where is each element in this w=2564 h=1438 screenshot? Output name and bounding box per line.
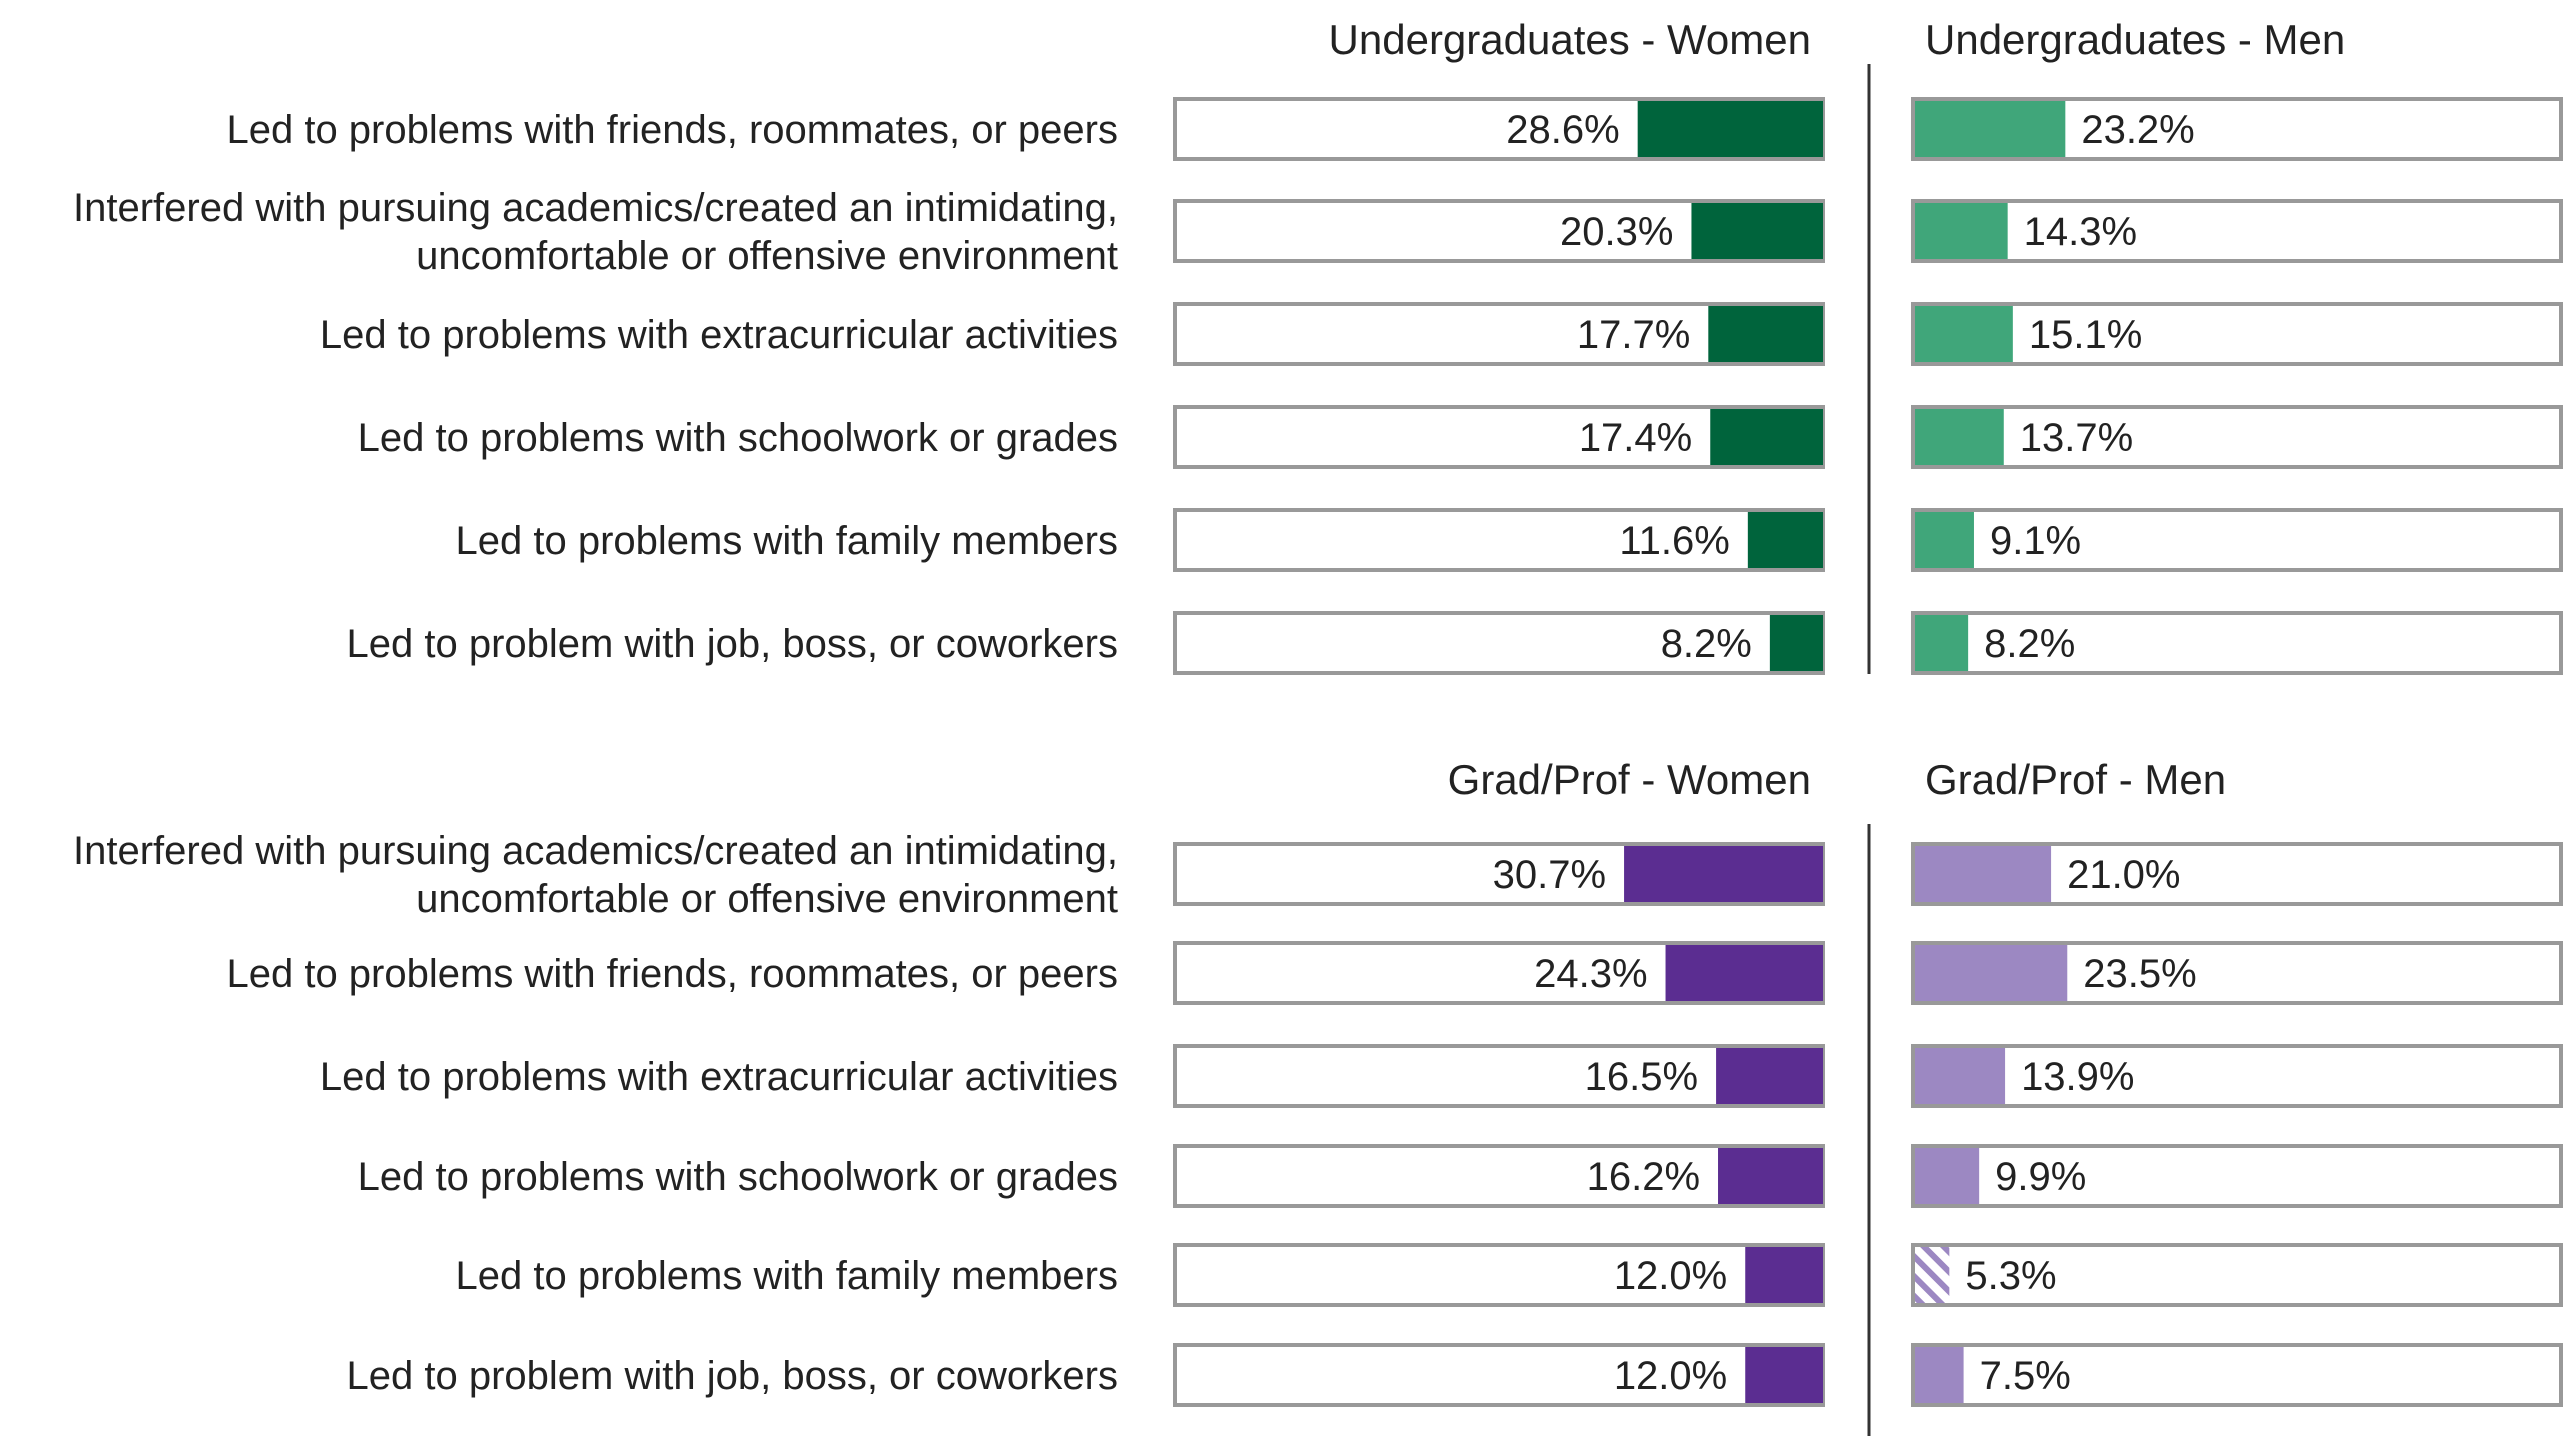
bar-women xyxy=(1708,306,1823,362)
data-label-women: 16.2% xyxy=(1587,1155,1700,1199)
category-label: Led to problems with family members xyxy=(456,1254,1118,1298)
bar-track-men xyxy=(1911,1343,2563,1407)
data-label-women: 20.3% xyxy=(1560,210,1673,254)
bar-men xyxy=(1915,945,2068,1001)
data-label-men: 5.3% xyxy=(1965,1254,2056,1298)
category-label: uncomfortable or offensive environment xyxy=(416,877,1118,921)
bar-track-women xyxy=(1173,1144,1825,1208)
data-label-women: 30.7% xyxy=(1493,853,1606,897)
bar-men-hatched xyxy=(1915,1247,1950,1303)
bar-track-women xyxy=(1173,1044,1825,1108)
data-label-women: 12.0% xyxy=(1614,1254,1727,1298)
data-label-women: 16.5% xyxy=(1585,1055,1698,1099)
category-label: Led to problems with schoolwork or grade… xyxy=(358,416,1118,460)
data-label-women: 28.6% xyxy=(1506,108,1619,152)
bar-track-men xyxy=(1911,199,2563,263)
data-label-men: 15.1% xyxy=(2029,313,2142,357)
bar-track-women xyxy=(1173,1343,1825,1407)
category-label: Led to problem with job, boss, or cowork… xyxy=(347,1354,1118,1398)
data-label-men: 14.3% xyxy=(2024,210,2137,254)
bar-track-men xyxy=(1911,1144,2563,1208)
data-label-men: 21.0% xyxy=(2067,853,2180,897)
bar-women xyxy=(1691,203,1823,259)
bar-women xyxy=(1624,846,1823,902)
bar-track-men xyxy=(1911,1243,2563,1307)
data-label-men: 23.5% xyxy=(2083,952,2196,996)
bar-women xyxy=(1747,512,1823,568)
bar-women xyxy=(1769,615,1823,671)
category-label: uncomfortable or offensive environment xyxy=(416,234,1118,278)
bar-women xyxy=(1665,945,1823,1001)
bar-track-men xyxy=(1911,1044,2563,1108)
data-label-women: 12.0% xyxy=(1614,1354,1727,1398)
category-label: Interfered with pursuing academics/creat… xyxy=(73,186,1118,230)
category-label: Led to problems with friends, roommates,… xyxy=(226,952,1118,996)
bar-men xyxy=(1915,615,1969,671)
category-label: Led to problems with schoolwork or grade… xyxy=(358,1155,1118,1199)
bar-track-women xyxy=(1173,611,1825,675)
data-label-men: 9.9% xyxy=(1995,1155,2086,1199)
category-label: Led to problem with job, boss, or cowork… xyxy=(347,622,1118,666)
bar-men xyxy=(1915,1048,2006,1104)
bar-men xyxy=(1915,306,2013,362)
data-label-men: 7.5% xyxy=(1980,1354,2071,1398)
bar-women xyxy=(1710,409,1823,465)
data-label-women: 17.7% xyxy=(1577,313,1690,357)
data-label-women: 17.4% xyxy=(1579,416,1692,460)
data-label-men: 8.2% xyxy=(1984,622,2075,666)
bar-track-men xyxy=(1911,611,2563,675)
bar-men xyxy=(1915,1347,1964,1403)
bar-men xyxy=(1915,1148,1980,1204)
bar-men xyxy=(1915,512,1974,568)
bar-men xyxy=(1915,409,2004,465)
category-label: Interfered with pursuing academics/creat… xyxy=(73,829,1118,873)
data-label-women: 8.2% xyxy=(1661,622,1752,666)
data-label-men: 13.9% xyxy=(2021,1055,2134,1099)
panel-title-women: Grad/Prof - Women xyxy=(1448,756,1811,803)
panel-title-men: Grad/Prof - Men xyxy=(1925,756,2226,803)
bar-women xyxy=(1718,1148,1823,1204)
panel-title-men: Undergraduates - Men xyxy=(1925,16,2345,63)
category-label: Led to problems with family members xyxy=(456,519,1118,563)
bar-men xyxy=(1915,846,2052,902)
category-label: Led to problems with friends, roommates,… xyxy=(226,108,1118,152)
category-label: Led to problems with extracurricular act… xyxy=(320,313,1118,357)
bar-track-men xyxy=(1911,405,2563,469)
category-label: Led to problems with extracurricular act… xyxy=(320,1055,1118,1099)
data-label-women: 24.3% xyxy=(1534,952,1647,996)
bar-track-men xyxy=(1911,508,2563,572)
data-label-men: 13.7% xyxy=(2020,416,2133,460)
bar-women xyxy=(1637,101,1823,157)
bar-women xyxy=(1716,1048,1823,1104)
data-label-men: 9.1% xyxy=(1990,519,2081,563)
bar-women xyxy=(1745,1347,1823,1403)
data-label-women: 11.6% xyxy=(1619,519,1729,563)
bar-track-men xyxy=(1911,302,2563,366)
data-label-men: 23.2% xyxy=(2081,108,2194,152)
panel-title-women: Undergraduates - Women xyxy=(1329,16,1811,63)
bar-men xyxy=(1915,203,2008,259)
bar-men xyxy=(1915,101,2066,157)
bar-women xyxy=(1745,1247,1823,1303)
